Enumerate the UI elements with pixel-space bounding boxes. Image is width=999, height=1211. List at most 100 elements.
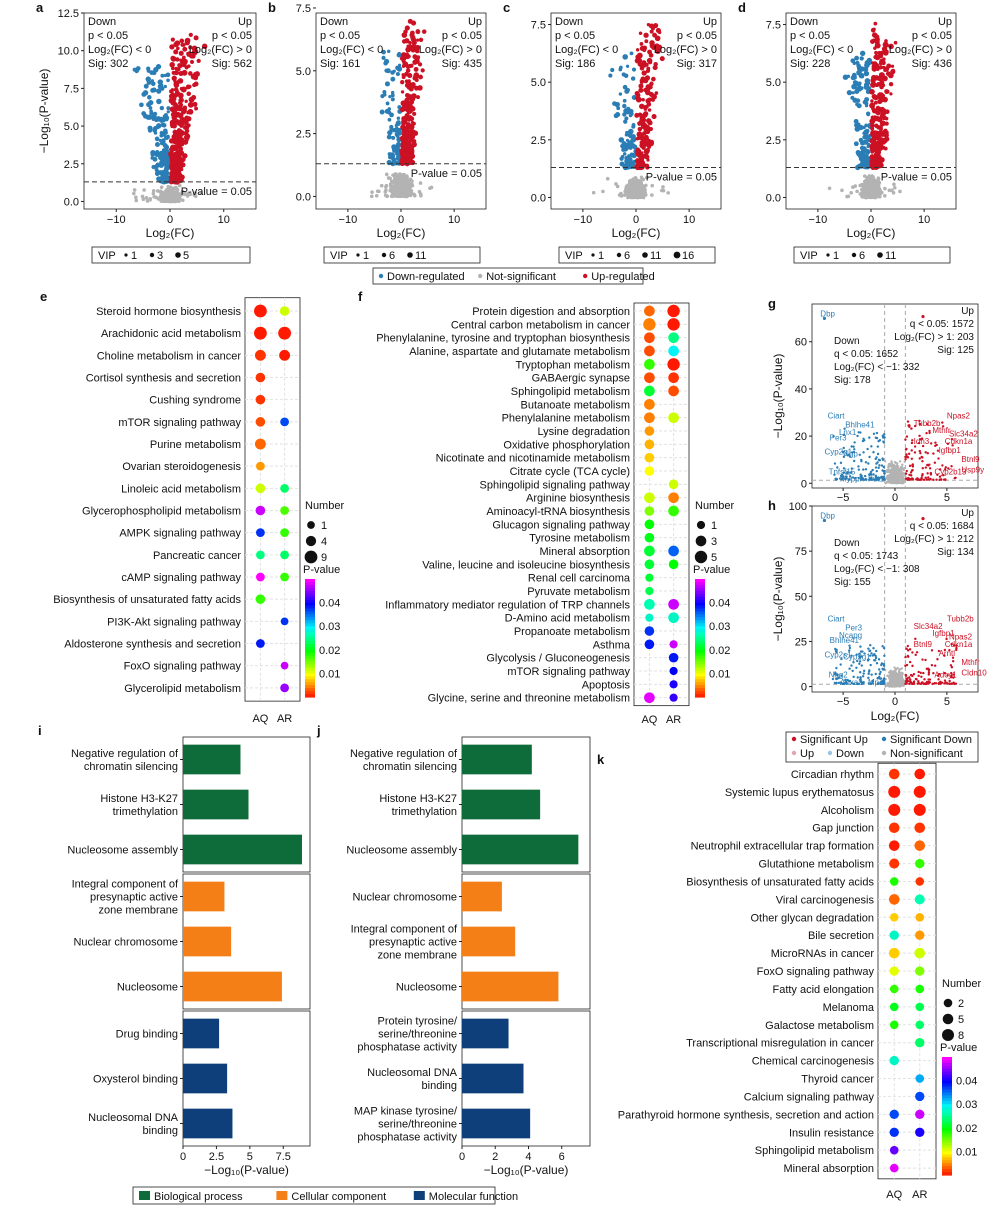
sig-up-point [905,435,909,438]
up-point [411,40,417,46]
down-point [625,108,630,114]
panel-label: a [36,0,44,15]
colorbar-tick-label: 0.03 [319,621,340,633]
up-point [170,88,175,92]
up-point [410,135,415,140]
gene-point [895,465,898,468]
up-point [403,151,409,157]
ns-point [185,194,190,198]
enrichment-dot [914,840,926,851]
pathway-label: Valine, leucine and isoleucine biosynthe… [422,559,630,571]
up-point [410,120,415,125]
up-point [404,38,410,44]
down-gene-label: Ngp [843,449,858,458]
up-point [646,57,653,64]
pathway-label: Circadian rhythm [791,769,874,781]
enrichment-dot [889,1163,899,1173]
down-point [381,55,386,60]
sig-down-point [853,441,856,444]
down-point [865,128,869,132]
column-label: AQ [886,1189,902,1201]
pathway-label: Pyruvate metabolism [527,586,630,598]
ns-point [404,174,409,179]
ns-point [638,184,643,189]
enrichment-dot [889,913,899,922]
volcano-panel-a: a−10 0 100.02.55.07.510.012.5Log₂(FC)−Log₁… [36,0,257,264]
pathway-label: Alcoholism [821,805,874,817]
ns-point [872,178,876,183]
sig-up-point [930,442,933,445]
up-point [187,51,192,56]
up-box-line: Log₂(FC) > 0 [889,44,952,56]
ns-point [166,189,170,194]
down-point [159,105,165,111]
down-point [627,133,631,137]
up-point [174,90,181,96]
down-point [397,105,402,110]
sig-up-point [913,451,917,454]
up-point [407,153,413,160]
down-point [163,160,167,165]
pathway-label: Aminoacyl-tRNA biosynthesis [486,506,630,518]
up-point [636,52,643,59]
down-point [157,79,163,85]
down-point [152,126,158,131]
down-box-line: Sig: 228 [790,58,830,70]
ns-point [145,199,150,203]
y-tick-label: 60 [795,337,807,349]
gene-point [891,480,895,483]
up-point [403,144,408,149]
down-point [158,138,163,143]
enrichment-dot [645,586,654,596]
enrichment-dot [668,492,679,504]
ns-point [178,192,182,196]
up-point [638,31,643,36]
pathway-label: Other glycan degradation [750,912,874,924]
down-point [864,101,869,106]
down-point [389,154,394,160]
x-axis-label: Log₂(FC) [847,226,896,240]
up-point [635,152,640,157]
size-legend-dot [695,535,707,547]
x-tick-label: 5 [944,696,950,708]
down-point [166,78,170,83]
enrichment-dot [668,345,679,357]
legend-swatch [378,273,384,279]
up-box-line: Up [468,16,482,28]
up-point [635,137,640,141]
down-point [622,54,628,60]
enrichment-dot [256,572,265,582]
ns-point [174,193,178,197]
enrichment-dot [644,452,655,463]
up-point [170,55,176,61]
down-point [621,142,626,147]
pathway-label: Cushing syndrome [149,395,241,407]
down-point [142,113,149,119]
pathway-label: Glutathione metabolism [758,859,874,871]
up-point [182,124,188,130]
down-point [629,51,634,56]
down-point [387,117,392,122]
down-point [863,66,867,71]
sig-down-point [880,464,884,467]
down-point [856,103,862,109]
down-point [623,119,628,124]
sig-down-point [862,451,865,454]
up-point [416,38,420,42]
up-box-line: Log₂(FC) > 1: 203 [894,332,974,343]
gene-point [903,460,906,463]
significance-legend: Down-regulated Not-significant Up-regulate… [372,267,655,285]
down-point [395,65,400,71]
enrichment-dot [913,803,926,816]
down-point [147,125,153,131]
up-gene-label: Cyp2b13 [934,467,967,476]
sig-down-point [867,462,870,465]
ns-point [891,190,896,195]
enrichment-dot [254,349,266,361]
vip-size-dot [591,253,595,257]
vip-size-label: 3 [157,250,163,262]
down-point [850,75,856,81]
enrichment-dot [668,612,679,624]
up-point [878,65,883,70]
